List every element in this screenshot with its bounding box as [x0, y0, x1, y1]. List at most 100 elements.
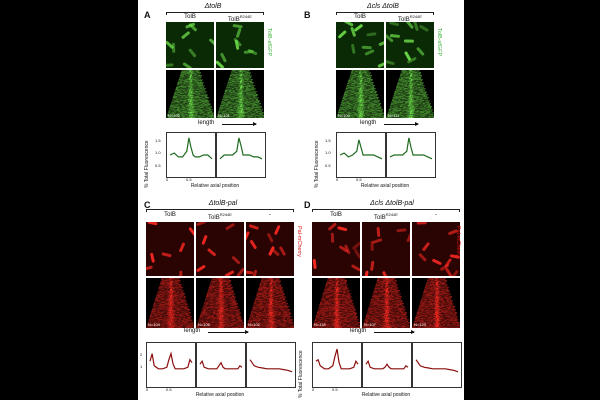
plot-c1	[146, 342, 196, 388]
cell	[366, 32, 377, 37]
plot-d1	[312, 342, 362, 388]
cell	[236, 268, 244, 276]
panel-a-genotype: ΔtolB	[204, 3, 222, 10]
panel-d-ylabel: % Total Fluorescence	[298, 350, 304, 398]
cell	[351, 264, 360, 272]
cell	[386, 34, 394, 43]
panel-d-xtick-05: 0.5	[332, 387, 338, 392]
panel-d-col3: -	[435, 212, 437, 218]
cell	[354, 249, 360, 259]
panel-d-genotype: Δcls ΔtolB-pal	[370, 200, 414, 207]
cell	[432, 258, 442, 265]
panel-b-bracket	[336, 12, 434, 15]
cell	[196, 265, 206, 272]
cell	[350, 27, 356, 37]
demograph-d1	[312, 278, 360, 328]
panel-c-col1: TolB	[164, 212, 176, 218]
cell	[150, 252, 155, 263]
cell	[413, 22, 419, 31]
cell	[403, 39, 414, 43]
panel-c-n1: N=104	[148, 322, 160, 327]
cell	[209, 38, 214, 47]
cell	[188, 227, 194, 236]
cell	[404, 51, 411, 61]
cell	[370, 260, 375, 271]
profile-line	[249, 359, 293, 373]
cell	[179, 242, 185, 253]
panel-a-xlabel: Relative axial position	[190, 183, 240, 189]
cell	[248, 224, 259, 230]
profile-line	[199, 359, 243, 370]
cell	[201, 235, 208, 245]
panel-b-stain-label: TolB-sfGFP	[436, 28, 442, 57]
panel-a-xtick-05: 0.5	[186, 177, 192, 182]
cell	[450, 254, 460, 259]
cell	[216, 60, 224, 68]
cell	[178, 270, 183, 276]
panel-c-stain-label: Pal-mCherry	[296, 226, 302, 257]
micrograph-c1	[146, 222, 194, 276]
cell	[344, 22, 354, 27]
panel-a-ytick-low: 0.5	[155, 163, 161, 168]
micrograph-c2	[196, 222, 244, 276]
demograph-b2	[386, 70, 434, 118]
panel-c-bracket	[146, 209, 294, 212]
cell	[232, 24, 243, 29]
cell	[249, 240, 257, 249]
demograph-b1	[336, 70, 384, 118]
demograph-d3	[412, 278, 460, 328]
panel-d-length-label: length	[350, 328, 367, 334]
cell	[246, 231, 250, 241]
demograph-c3	[246, 278, 294, 328]
panel-b-ylabel: % Total Fluorescence	[314, 140, 320, 188]
cell	[312, 259, 317, 270]
panel-b-xtick-05: 0.5	[356, 177, 362, 182]
cell	[267, 233, 274, 243]
panel-a-length-label: length	[198, 120, 215, 126]
cell	[220, 52, 227, 63]
plot-d3	[412, 342, 462, 388]
cell	[279, 246, 286, 256]
demograph-c2	[196, 278, 244, 328]
cell	[372, 238, 383, 244]
panel-d-length-arrow	[374, 330, 415, 334]
panel-c-col2: TolBR244E	[208, 212, 232, 221]
micrograph-d1	[312, 222, 360, 276]
plot-b2	[386, 132, 436, 178]
micrograph-d3	[412, 222, 460, 276]
cell	[361, 45, 372, 50]
cell	[377, 61, 384, 68]
cell	[448, 229, 458, 235]
panel-c-xtick-0: 0	[146, 387, 149, 392]
panel-d-col1: TolB	[330, 212, 342, 218]
profile-line	[219, 137, 263, 160]
demograph-a2	[216, 70, 264, 118]
cell	[246, 270, 254, 275]
panel-a-ytick-top: 1.5	[155, 138, 161, 143]
demograph-d2	[362, 278, 410, 328]
panel-a-ytick-mid: 1.0	[155, 150, 161, 155]
panel-c-xtick-05: 0.5	[166, 387, 172, 392]
cell	[225, 223, 235, 230]
panel-b-col2: TolBR244E	[398, 14, 422, 23]
cell	[405, 22, 414, 29]
panel-a-xtick-0: 0	[166, 177, 169, 182]
panel-b-n1: N=100	[338, 113, 350, 118]
panel-c-ytick-1: 1	[140, 364, 143, 369]
cell	[376, 226, 381, 237]
panel-b-letter: B	[304, 10, 311, 20]
panel-a-col2: TolBR244E	[228, 14, 252, 23]
micrograph-c3	[246, 222, 294, 276]
cell	[440, 263, 450, 271]
panel-a-n2: N=101	[218, 113, 230, 118]
panel-b-xlabel: Relative axial position	[360, 183, 410, 189]
panel-a-col1: TolB	[184, 14, 196, 20]
plot-c3	[246, 342, 296, 388]
panel-a-n1: N=102	[168, 113, 180, 118]
demograph-a1	[166, 70, 214, 118]
panel-c-n2: N=106	[198, 322, 210, 327]
profile-line	[149, 351, 193, 370]
cell	[252, 269, 258, 276]
cell	[396, 228, 407, 233]
micrograph-b2	[386, 22, 434, 68]
